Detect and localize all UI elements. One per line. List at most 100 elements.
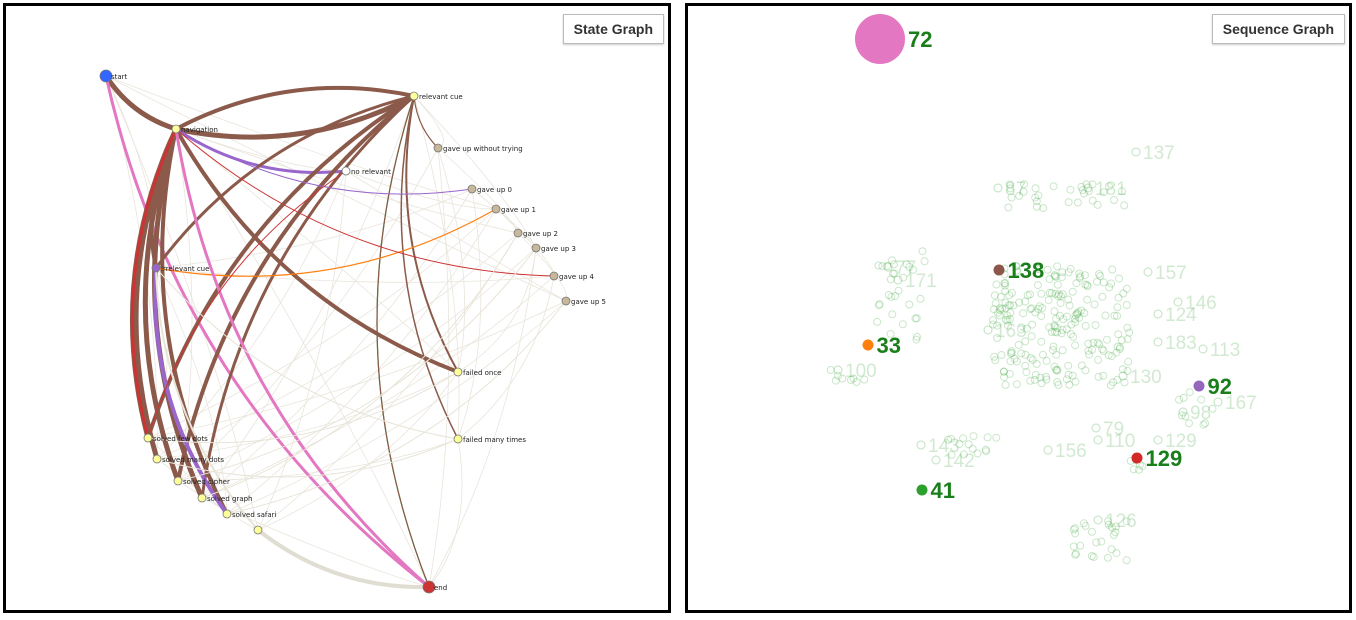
node-no_relevant-marker[interactable] (341, 166, 351, 176)
faded-point (1038, 304, 1047, 312)
node-no_relevant[interactable]: no relevant (341, 166, 391, 176)
node-gave_up_1[interactable]: gave up 1 (491, 204, 536, 214)
faded-point (1031, 193, 1040, 202)
sequence-node-92[interactable]: 92 (1193, 374, 1232, 399)
node-solved_safari[interactable]: solved safari (222, 509, 277, 519)
node-gave_up_3[interactable]: gave up 3 (531, 243, 576, 253)
node-failed_many_times-marker[interactable] (453, 434, 463, 444)
node-solved_other-marker[interactable] (253, 525, 263, 535)
faded-point (1113, 311, 1121, 320)
node-failed_once[interactable]: failed once (453, 367, 502, 377)
sequence-node-129[interactable]: 129 (1131, 446, 1183, 471)
node-solved_other[interactable] (253, 525, 263, 535)
node-gave_up_2-marker[interactable] (513, 228, 523, 238)
sequence-node-33-marker[interactable] (862, 339, 874, 351)
node-solved_safari-marker[interactable] (222, 509, 232, 519)
node-solved_cipher-marker[interactable] (173, 476, 183, 486)
sequence-node-72-marker[interactable] (855, 14, 905, 64)
node-gave_up_3-label: gave up 3 (541, 245, 576, 253)
faded-point (1117, 336, 1126, 345)
sequence-node-138-marker[interactable] (993, 264, 1005, 276)
node-navigation[interactable]: navigation (171, 124, 218, 134)
sequence-node-41-marker[interactable] (916, 484, 928, 496)
node-gave_up_5-marker[interactable] (561, 296, 571, 306)
faded-point (959, 434, 968, 443)
edge-navigation-relevant_cue (173, 93, 417, 140)
faded-point (1084, 339, 1093, 348)
faded-point (912, 335, 921, 344)
sequence-graph-panel: Sequence Graph 137 87 181 77 171 157 146 124 183… (685, 3, 1352, 613)
edge-background (156, 371, 459, 460)
node-gave_up_1-marker[interactable] (491, 204, 501, 214)
faded-point (1093, 277, 1101, 286)
node-gave_up_without_trying-marker[interactable] (433, 143, 443, 153)
sequence-node-41-label: 41 (931, 478, 955, 503)
state-graph-button[interactable]: State Graph (562, 14, 664, 44)
node-gave_up_2[interactable]: gave up 2 (513, 228, 558, 238)
faded-point (947, 434, 955, 443)
sequence-node-92-marker[interactable] (1193, 380, 1205, 392)
sequence-node-33[interactable]: 33 (862, 333, 901, 358)
node-gave_up_0-marker[interactable] (467, 184, 477, 194)
node-irrelevant_cue-marker[interactable] (151, 263, 161, 273)
faded-point (1107, 279, 1116, 288)
faded-node-113-marker (1198, 344, 1208, 354)
faded-point (860, 375, 869, 384)
node-gave_up_0[interactable]: gave up 0 (467, 184, 512, 194)
faded-point (1022, 368, 1031, 377)
edge-relevant_cue-end (376, 95, 430, 588)
faded-point (1099, 278, 1108, 287)
node-solved_many_dots[interactable]: solved many dots (152, 454, 224, 464)
sequence-node-129-marker[interactable] (1131, 452, 1143, 464)
node-gave_up_4-marker[interactable] (549, 271, 559, 281)
faded-point (1050, 307, 1059, 316)
faded-point (1071, 318, 1080, 327)
node-failed_many_times[interactable]: failed many times (453, 434, 526, 444)
faded-point (1051, 322, 1059, 331)
faded-point (1027, 332, 1036, 341)
sequence-node-41[interactable]: 41 (916, 478, 955, 503)
node-solved_cipher[interactable]: solved cipher (173, 476, 230, 486)
sequence-node-72[interactable]: 72 (855, 14, 932, 64)
faded-point (1181, 412, 1190, 421)
node-solved_many_dots-marker[interactable] (152, 454, 162, 464)
faded-point (1015, 298, 1024, 307)
faded-point (1092, 538, 1101, 547)
faded-point (989, 320, 997, 329)
faded-point (1032, 197, 1041, 206)
state-graph-canvas[interactable]: start navigation relevant cue irrelevant cu… (6, 6, 668, 610)
faded-point (1129, 465, 1138, 474)
node-failed_once-marker[interactable] (453, 367, 463, 377)
faded-node-98-label: 98 (1190, 403, 1211, 424)
sequence-graph-button[interactable]: Sequence Graph (1211, 14, 1345, 44)
node-end[interactable]: end (422, 580, 447, 594)
sequence-node-138[interactable]: 138 (993, 258, 1045, 283)
faded-point (1066, 185, 1075, 194)
node-gave_up_3-marker[interactable] (531, 243, 541, 253)
edge-navigation-end (174, 127, 431, 589)
node-solved_few_dots-marker[interactable] (143, 433, 153, 443)
node-start[interactable]: start (99, 69, 128, 83)
node-start-marker[interactable] (99, 69, 113, 83)
faded-point (1056, 292, 1065, 301)
faded-point (995, 311, 1004, 320)
faded-point (1071, 311, 1080, 320)
faded-point (1117, 187, 1126, 196)
faded-point (969, 432, 978, 441)
node-solved_few_dots[interactable]: solved few dots (143, 433, 208, 443)
node-end-marker[interactable] (422, 580, 436, 594)
node-solved_graph-marker[interactable] (197, 493, 207, 503)
node-gave_up_5[interactable]: gave up 5 (561, 296, 606, 306)
node-navigation-marker[interactable] (171, 124, 181, 134)
node-irrelevant_cue[interactable]: irrelevant cue (151, 263, 209, 273)
node-solved_graph[interactable]: solved graph (197, 493, 252, 503)
node-relevant_cue[interactable]: relevant cue (409, 91, 463, 101)
faded-point (1051, 327, 1059, 336)
node-relevant_cue-marker[interactable] (409, 91, 419, 101)
node-gave_up_without_trying[interactable]: gave up without trying (433, 143, 523, 153)
node-gave_up_4[interactable]: gave up 4 (549, 271, 595, 281)
faded-point (1007, 193, 1016, 202)
faded-point (1051, 289, 1060, 298)
node-irrelevant_cue-label: irrelevant cue (161, 265, 209, 273)
